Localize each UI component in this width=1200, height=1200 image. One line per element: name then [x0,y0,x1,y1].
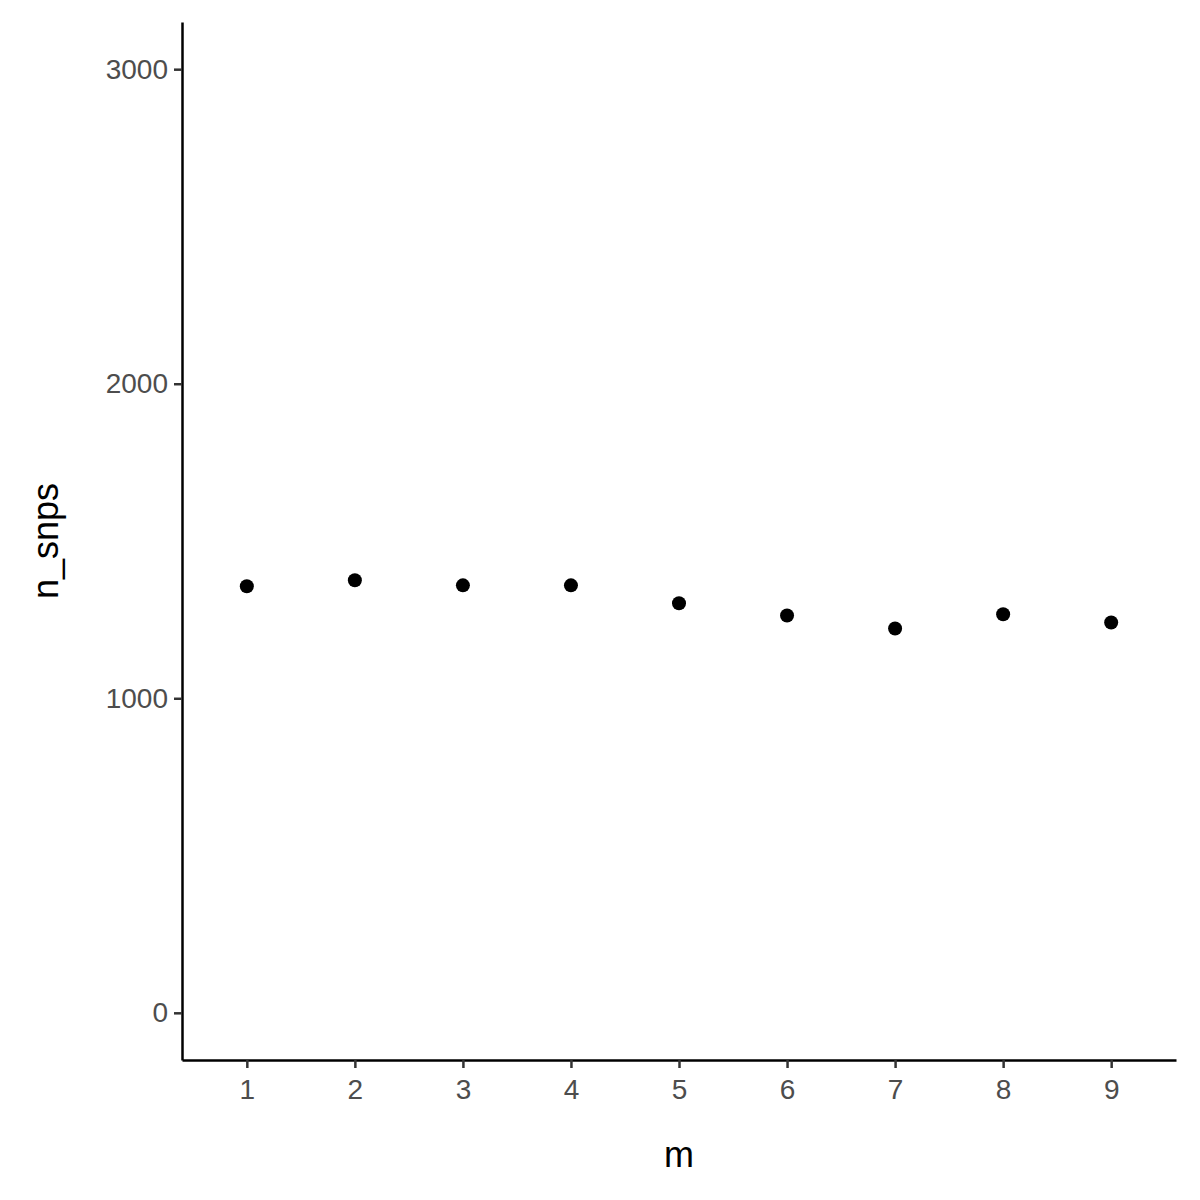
tick-mark [174,383,182,386]
tick-mark [174,698,182,701]
point [348,573,362,587]
tick: 9 [1104,1060,1120,1105]
tick-label: 0 [152,997,168,1028]
chart: 1 2 3 4 5 6 7 8 9 0 1000 2000 3000 m n_snps [0,0,1200,1200]
x-axis: 1 2 3 4 5 6 7 8 9 [183,1060,1177,1105]
tick: 3 [456,1060,472,1105]
tick-label: 1 [240,1074,256,1105]
tick-label: 8 [996,1074,1012,1105]
tick-label: 6 [780,1074,796,1105]
tick: 7 [888,1060,904,1105]
tick-label: 5 [672,1074,688,1105]
tick-label: 9 [1104,1074,1120,1105]
point [456,578,470,592]
tick-mark [894,1060,897,1068]
points [240,573,1118,635]
point [996,607,1010,621]
x-axis-title: m [664,1134,694,1175]
point [564,578,578,592]
tick-label: 4 [564,1074,580,1105]
tick: 0 [152,997,182,1028]
y-axis-title: n_snps [25,483,66,599]
tick-label: 7 [888,1074,904,1105]
point [780,609,794,623]
tick-label: 3 [456,1074,472,1105]
tick: 2 [348,1060,364,1105]
tick-mark [570,1060,573,1068]
tick-mark [174,1012,182,1015]
tick-label: 2 [348,1074,364,1105]
tick: 5 [672,1060,688,1105]
tick-mark [354,1060,357,1068]
tick: 1000 [106,683,182,714]
point [672,596,686,610]
tick-mark [462,1060,465,1068]
tick-mark [1002,1060,1005,1068]
tick-label: 3000 [106,54,168,85]
tick: 8 [996,1060,1012,1105]
tick-mark [786,1060,789,1068]
tick-label: 1000 [106,683,168,714]
tick-mark [1110,1060,1113,1068]
tick: 6 [780,1060,796,1105]
tick: 3000 [106,54,182,85]
point [240,579,254,593]
axis-line [181,23,184,1061]
tick-mark [246,1060,249,1068]
tick: 1 [240,1060,256,1105]
y-axis: 0 1000 2000 3000 [106,23,183,1061]
point [1104,615,1118,629]
point [888,621,902,635]
tick-label: 2000 [106,368,168,399]
tick-mark [678,1060,681,1068]
tick: 4 [564,1060,580,1105]
tick-mark [174,68,182,71]
tick: 2000 [106,368,182,399]
